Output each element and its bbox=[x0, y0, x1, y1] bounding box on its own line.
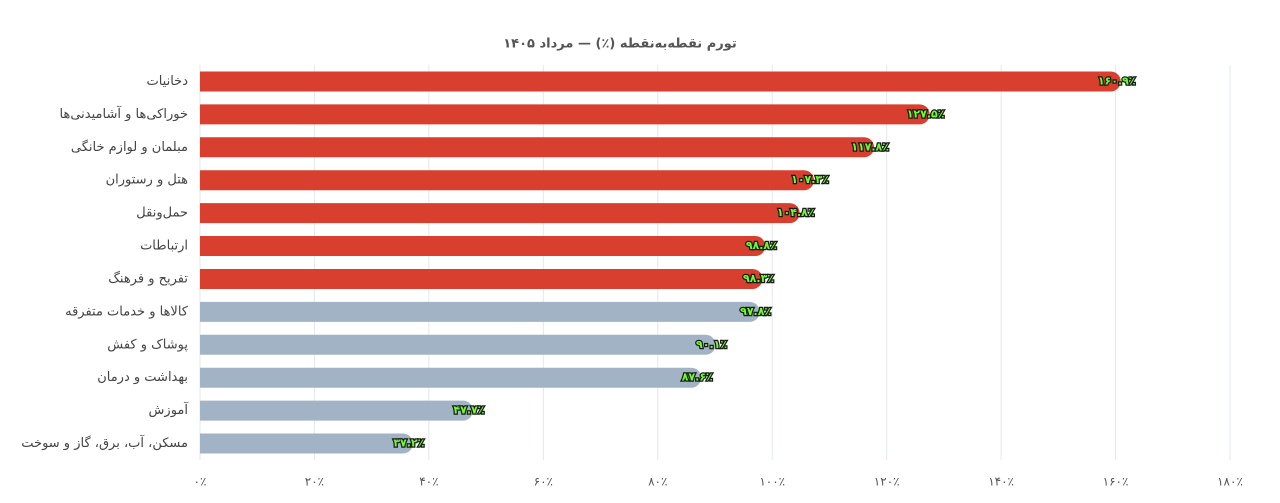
y-tick-label: کالاها و خدمات متفرقه bbox=[65, 304, 189, 319]
x-tick-label: ۲۰٪ bbox=[305, 475, 324, 489]
y-tick-label: هتل و رستوران bbox=[106, 173, 189, 188]
y-tick-label: آموزش bbox=[149, 401, 190, 418]
y-tick-label: خوراکی‌ها و آشامیدنی‌ها bbox=[60, 105, 188, 122]
x-tick-label: ۴۰٪ bbox=[419, 475, 438, 489]
y-tick-label: مسکن، آب، برق، گاز و سوخت bbox=[21, 434, 188, 451]
bar bbox=[200, 400, 473, 421]
value-label: ۹۸.۸٪ bbox=[746, 239, 777, 252]
value-label: ۸۷.۶٪ bbox=[682, 371, 713, 384]
x-tick-label: ۱۰۰٪ bbox=[759, 475, 785, 489]
bar bbox=[200, 367, 702, 388]
x-tick-label: ۶۰٪ bbox=[534, 475, 553, 489]
value-label: ۹۷.۸٪ bbox=[740, 305, 771, 318]
value-label: ۴۷.۷٪ bbox=[453, 404, 484, 417]
value-label: ۱۰۷.۳٪ bbox=[791, 173, 829, 186]
value-label: ۹۸.۳٪ bbox=[743, 272, 774, 285]
value-label: ۱۰۴.۸٪ bbox=[777, 206, 815, 219]
chart-title: تورم نقطه‌به‌نقطه (٪) — مرداد ۱۴۰۵ bbox=[503, 37, 737, 52]
bar bbox=[200, 203, 800, 224]
y-tick-label: مبلمان و لوازم خانگی bbox=[71, 139, 188, 155]
y-tick-label: تفریح و فرهنگ bbox=[108, 270, 188, 286]
bar bbox=[200, 170, 814, 191]
value-label: ۱۱۷.۸٪ bbox=[851, 140, 889, 153]
value-label: ۱۶۰.۹٪ bbox=[1098, 74, 1136, 87]
bar bbox=[200, 236, 766, 257]
x-tick-label: ۸۰٪ bbox=[648, 475, 667, 489]
y-tick-label: بهداشت و درمان bbox=[97, 370, 188, 385]
bar bbox=[200, 104, 930, 125]
value-label: ۱۲۷.۵٪ bbox=[907, 107, 945, 120]
x-tick-label: ۱۲۰٪ bbox=[874, 475, 900, 489]
bar bbox=[200, 301, 760, 322]
bar bbox=[200, 71, 1121, 92]
bar bbox=[200, 268, 763, 289]
bar bbox=[200, 334, 716, 355]
bar bbox=[200, 137, 875, 158]
x-tick-label: ۰٪ bbox=[194, 475, 207, 489]
y-tick-label: حمل‌ونقل bbox=[136, 206, 188, 221]
value-label: ۹۰.۱٪ bbox=[696, 338, 727, 351]
x-tick-label: ۱۶۰٪ bbox=[1103, 475, 1129, 489]
value-label: ۳۷.۲٪ bbox=[393, 437, 424, 450]
bar bbox=[200, 433, 413, 454]
y-tick-label: پوشاک و کفش bbox=[107, 337, 188, 352]
y-tick-label: ارتباطات bbox=[140, 239, 188, 254]
y-tick-label: دخانیات bbox=[146, 74, 188, 89]
x-tick-label: ۱۴۰٪ bbox=[988, 475, 1014, 489]
x-tick-label: ۱۸۰٪ bbox=[1217, 475, 1243, 489]
